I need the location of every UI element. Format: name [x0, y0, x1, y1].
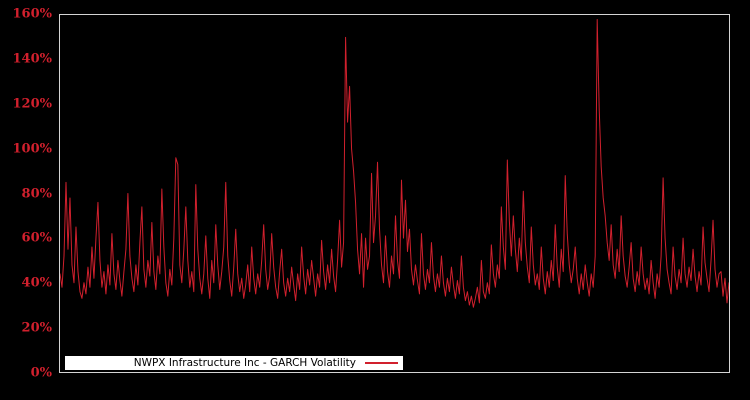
y-tick-label: 160%: [12, 6, 53, 22]
y-tick-label: 120%: [12, 96, 53, 112]
y-tick-label: 80%: [21, 186, 52, 201]
volatility-line: [60, 18, 729, 308]
legend-line-sample-icon: [365, 362, 398, 364]
y-tick-label: 40%: [21, 275, 52, 291]
y-tick-label: 0%: [30, 365, 52, 381]
plot-area: [59, 14, 730, 373]
y-tick-label: 140%: [12, 51, 53, 67]
y-tick-label: 20%: [21, 320, 52, 336]
volatility-line-svg: [60, 18, 729, 308]
y-tick-label: 100%: [12, 141, 53, 157]
legend-box: NWPX Infrastructure Inc - GARCH Volatili…: [65, 356, 403, 370]
y-tick-label: 60%: [21, 230, 52, 246]
legend-label: NWPX Infrastructure Inc - GARCH Volatili…: [133, 357, 356, 369]
